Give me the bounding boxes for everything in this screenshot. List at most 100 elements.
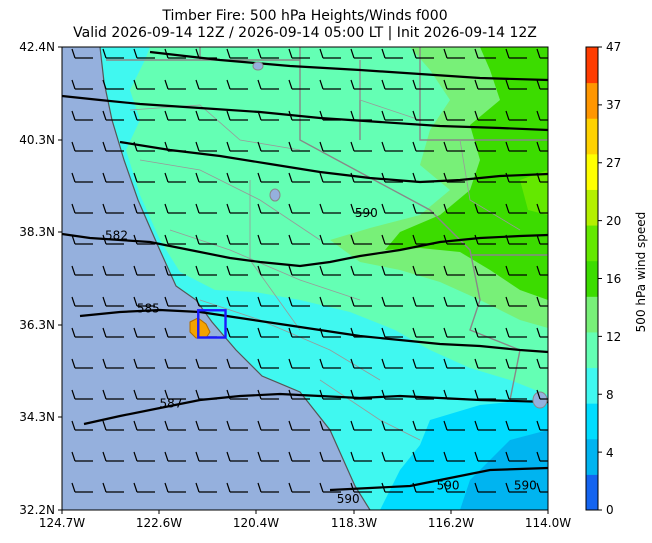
- wind-barb: [133, 451, 155, 462]
- wind-barb: [71, 265, 93, 276]
- colorbar: [585, 46, 602, 511]
- wind-barb: [195, 358, 217, 369]
- wind-barb: [412, 482, 434, 493]
- wind-barb: [319, 265, 341, 276]
- wind-barb: [319, 234, 341, 245]
- wind-barb: [257, 203, 279, 214]
- wind-barb: [319, 358, 341, 369]
- contour-label: 590: [355, 206, 378, 220]
- wind-barb: [164, 234, 186, 245]
- wind-barb: [505, 172, 527, 183]
- wind-barb: [536, 110, 548, 121]
- wind-barb: [350, 296, 372, 307]
- colorbar-segment: [586, 367, 598, 404]
- wind-barb: [505, 327, 527, 338]
- wind-barb: [257, 48, 279, 59]
- wind-barb: [257, 79, 279, 90]
- wind-barb: [319, 48, 341, 59]
- wind-barb: [319, 420, 341, 431]
- axis-ticks: [58, 46, 549, 514]
- wind-barb: [288, 327, 310, 338]
- contour-label: 587: [160, 397, 183, 411]
- wind-barb: [71, 358, 93, 369]
- wind-barb: [536, 451, 548, 462]
- colorbar-segment: [586, 189, 598, 226]
- wind-barb: [71, 79, 93, 90]
- wind-barb: [505, 358, 527, 369]
- wind-barb: [443, 265, 465, 276]
- wind-barb: [474, 234, 496, 245]
- wind-barb: [536, 327, 548, 338]
- wind-barb: [288, 203, 310, 214]
- wind-barb: [536, 482, 548, 493]
- wind-barb: [412, 296, 434, 307]
- wind-barb: [288, 451, 310, 462]
- wind-barb: [474, 141, 496, 152]
- wind-barb: [71, 203, 93, 214]
- colorbar-tick-label: 16: [606, 272, 622, 286]
- contour-585: [79, 308, 548, 354]
- wind-barb: [443, 296, 465, 307]
- wind-barb: [443, 79, 465, 90]
- wind-barb: [195, 265, 217, 276]
- map-frame: [61, 46, 549, 511]
- wind-barb: [102, 48, 124, 59]
- wind-barb: [71, 141, 93, 152]
- wind-barb: [164, 79, 186, 90]
- wind-barb: [226, 203, 248, 214]
- wind-barb: [133, 141, 155, 152]
- wind-barb: [443, 203, 465, 214]
- wind-barb: [164, 327, 186, 338]
- contour-582: [62, 232, 548, 268]
- wind-barb: [133, 265, 155, 276]
- colorbar-tick-label: 37: [606, 98, 622, 112]
- wind-barb: [474, 110, 496, 121]
- wind-barb: [164, 482, 186, 493]
- colorbar-segment: [586, 403, 598, 440]
- fire-area-box: [197, 309, 227, 339]
- wind-barb: [443, 48, 465, 59]
- x-tick-label: 118.3W: [330, 516, 378, 530]
- wind-barb: [350, 420, 372, 431]
- wind-barb: [412, 110, 434, 121]
- wind-barb: [474, 420, 496, 431]
- wind-barb: [381, 296, 403, 307]
- wind-barb: [164, 141, 186, 152]
- wind-barb: [288, 141, 310, 152]
- wind-barb: [164, 172, 186, 183]
- wind-barb: [288, 79, 310, 90]
- wind-barb: [381, 389, 403, 400]
- wind-barb: [257, 358, 279, 369]
- wind-barb: [474, 327, 496, 338]
- wind-barb: [474, 296, 496, 307]
- wind-barb: [412, 234, 434, 245]
- wind-barb: [474, 265, 496, 276]
- wind-barb: [226, 141, 248, 152]
- wind-barb: [102, 265, 124, 276]
- wind-barb: [164, 420, 186, 431]
- map-subtitle: Valid 2026-09-14 12Z / 2026-09-14 05:00 …: [73, 25, 537, 41]
- wind-barb: [226, 482, 248, 493]
- wind-barb: [474, 79, 496, 90]
- wind-barb: [288, 265, 310, 276]
- contour-south-590: [329, 466, 548, 492]
- colorbar-label: 500 hPa wind speed: [634, 211, 648, 333]
- wind-barb: [505, 110, 527, 121]
- lake-tahoe: [269, 188, 281, 202]
- salton-sea: [532, 391, 548, 409]
- wind-barb: [195, 482, 217, 493]
- wind-barb: [412, 48, 434, 59]
- wind-barb: [257, 296, 279, 307]
- contour-590-north: [119, 140, 548, 184]
- x-tick-label: 114.0W: [524, 516, 572, 530]
- wind-barb: [257, 389, 279, 400]
- wind-barb: [381, 110, 403, 121]
- wind-barb: [133, 327, 155, 338]
- colorbar-tick-label: 8: [606, 388, 614, 402]
- wind-barb: [412, 141, 434, 152]
- y-tick-label: 38.3N: [19, 225, 55, 239]
- y-tick-label: 40.3N: [19, 133, 55, 147]
- wind-barb: [102, 296, 124, 307]
- x-tick-label: 122.6W: [135, 516, 183, 530]
- wind-barb: [133, 48, 155, 59]
